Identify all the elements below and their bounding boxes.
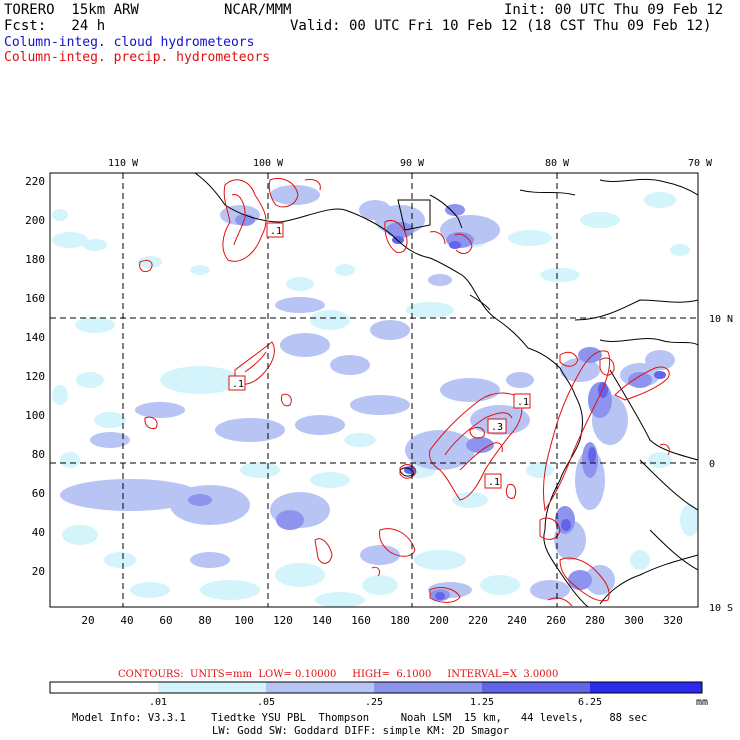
map-frame [49, 172, 699, 608]
colorbar-swatch-5 [590, 682, 702, 693]
lon-label-70w: 70 W [688, 158, 713, 169]
init-time: Init: 00 UTC Thu 09 Feb 12 [504, 2, 724, 18]
colorbar-label: .25 [365, 697, 383, 708]
color-bar [49, 681, 703, 694]
forecast-hour: Fcst: 24 h [4, 18, 106, 34]
footer-model-info: Model Info: V3.3.1 Tiedtke YSU PBL Thomp… [72, 712, 647, 724]
colorbar-label: 6.25 [578, 697, 602, 708]
lat-label-10s: 10 S [709, 603, 733, 614]
precip-contours [139, 178, 670, 607]
x-tick: 260 [546, 614, 566, 627]
y-tick: 180 [25, 253, 45, 266]
lon-label-80w: 80 W [545, 158, 570, 169]
colorbar-swatch-1 [158, 682, 266, 693]
colorbar-swatch-4 [482, 682, 590, 693]
cloud-shading [52, 185, 698, 607]
x-tick: 200 [429, 614, 449, 627]
colorbar-swatch-0 [50, 682, 158, 693]
contour-label: .1 [270, 226, 282, 237]
contour-label-boxes [228, 222, 531, 489]
x-tick: 300 [624, 614, 644, 627]
contour-label: .1 [517, 397, 529, 408]
y-tick: 140 [25, 331, 45, 344]
x-tick: 320 [663, 614, 683, 627]
y-tick: 20 [32, 565, 45, 578]
lat-label-10n: 10 N [709, 314, 733, 325]
footer-physics-info: LW: Godd SW: Goddard DIFF: simple KM: 2D… [212, 725, 509, 737]
x-tick: 120 [273, 614, 293, 627]
x-tick: 100 [234, 614, 254, 627]
colorbar-label: .01 [149, 697, 167, 708]
colorbar-label: .05 [257, 697, 275, 708]
y-tick: 60 [32, 487, 45, 500]
y-tick: 120 [25, 370, 45, 383]
contour-label: .1 [488, 477, 500, 488]
x-tick: 80 [198, 614, 211, 627]
field-label-cloud: Column-integ. cloud hydrometeors [4, 35, 255, 50]
x-tick: 160 [351, 614, 371, 627]
y-tick: 80 [32, 448, 45, 461]
contour-label: .3 [491, 422, 503, 433]
lon-label-110w: 110 W [108, 158, 139, 169]
lat-label-0: 0 [709, 459, 715, 470]
x-tick: 280 [585, 614, 605, 627]
y-tick: 200 [25, 214, 45, 227]
contour-info: CONTOURS: UNITS=mm LOW= 0.10000 HIGH= 6.… [118, 669, 558, 680]
x-tick: 140 [312, 614, 332, 627]
valid-time: Valid: 00 UTC Fri 10 Feb 12 (18 CST Thu … [290, 18, 712, 34]
lon-label-100w: 100 W [253, 158, 284, 169]
contour-label: .1 [232, 379, 244, 390]
y-tick: 40 [32, 526, 45, 539]
x-tick: 40 [120, 614, 133, 627]
y-tick: 220 [25, 175, 45, 188]
colorbar-swatch-2 [266, 682, 374, 693]
y-tick: 160 [25, 292, 45, 305]
x-tick: 60 [159, 614, 172, 627]
lat-lon-grid [50, 173, 698, 607]
x-tick: 240 [507, 614, 527, 627]
x-tick: 20 [81, 614, 94, 627]
field-label-precip: Column-integ. precip. hydrometeors [4, 50, 271, 65]
colorbar-swatch-3 [374, 682, 482, 693]
colorbar-label: 1.25 [470, 697, 494, 708]
lon-label-90w: 90 W [400, 158, 425, 169]
model-name: TORERO 15km ARW [4, 2, 139, 18]
center-name: NCAR/MMM [224, 2, 292, 18]
x-tick: 180 [390, 614, 410, 627]
colorbar-units: mm [696, 697, 708, 708]
x-tick: 220 [468, 614, 488, 627]
coastlines [194, 173, 698, 607]
y-tick: 100 [25, 409, 45, 422]
